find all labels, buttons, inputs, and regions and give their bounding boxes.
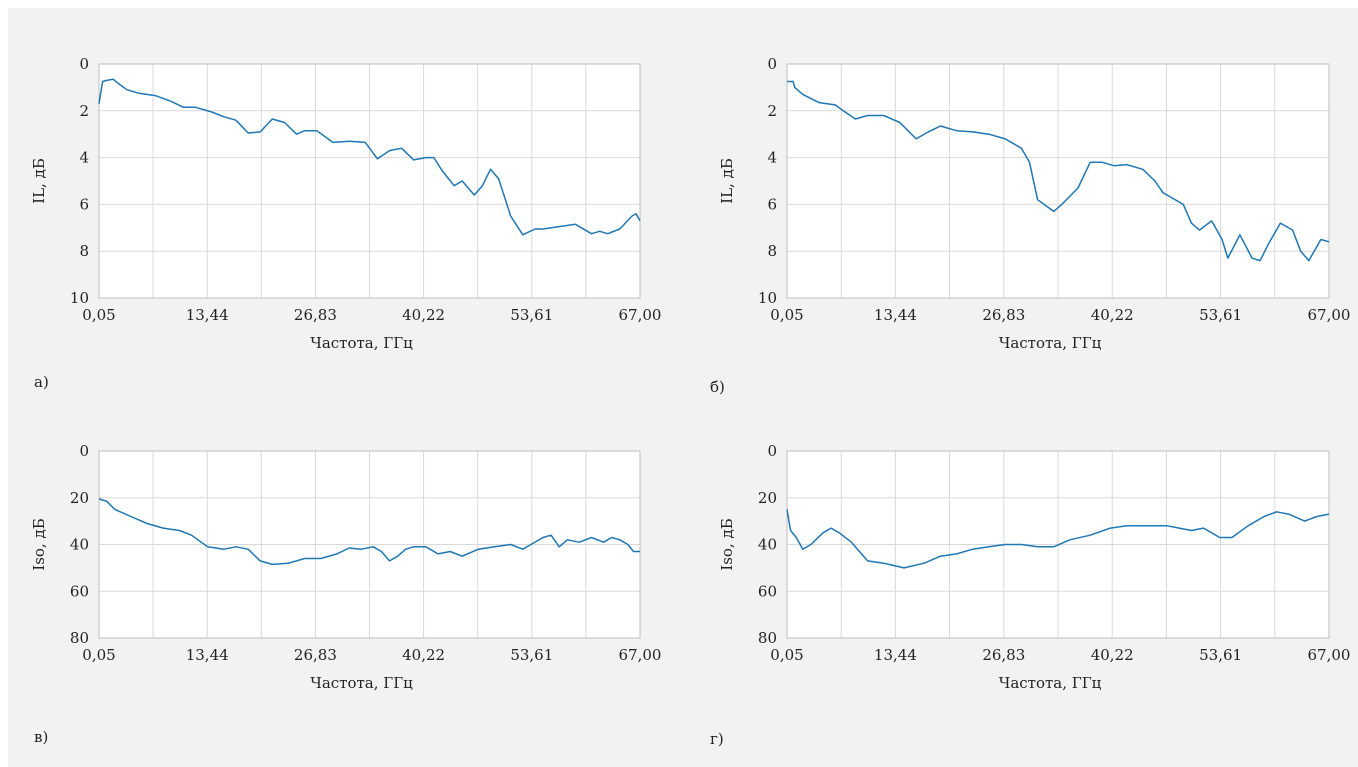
chart-c: 0 20 40 60 800,05 13,44 26,83 40,22 53,61 67,00 Ча… (30, 442, 662, 692)
x-tick-label: 26,83 (294, 306, 337, 324)
y-axis-title: Iso, дБ (718, 518, 736, 570)
plot-border (98, 450, 641, 639)
x-grid (840, 64, 1276, 298)
y-tick-label: 0 (767, 442, 777, 460)
x-tick-label: 53,61 (1199, 646, 1242, 664)
chart-panel-d: 0 20 40 60 80 0,05 13,44 26,83 40,22 53,61 67,00 Ча… (683, 393, 1358, 723)
x-tick-label: 0,05 (82, 306, 115, 324)
chart-panel-c: 0 20 40 60 80 0,05 13,44 26,83 40,22 53,61 67,00 Ча… (8, 393, 683, 723)
x-tick-label: 40,22 (402, 306, 445, 324)
y-tick-label: 2 (79, 102, 89, 120)
plot-border (98, 63, 641, 299)
x-axis-title: Частота, ГГц (999, 674, 1102, 692)
x-grid (152, 64, 587, 298)
y-axis-title: Iso, дБ (30, 518, 48, 570)
y-tick-label: 4 (767, 149, 777, 167)
x-tick-label: 13,44 (186, 646, 229, 664)
y-tick-label: 4 (79, 149, 89, 167)
x-tick-label: 40,22 (1091, 646, 1134, 664)
y-grid (787, 110, 1329, 252)
chart-d: 0 20 40 60 800,05 13,44 26,83 40,22 53,61 67,00 Ча… (718, 442, 1351, 692)
x-tick-label: 0,05 (82, 646, 115, 664)
caption-a: а) (34, 373, 49, 391)
plot-border (786, 450, 1330, 639)
y-tick-label: 80 (758, 629, 777, 647)
x-tick-label: 13,44 (874, 646, 917, 664)
series-line (787, 80, 1330, 262)
x-tick-label: 13,44 (874, 306, 917, 324)
series-line (98, 78, 641, 236)
y-tick-label: 40 (70, 536, 89, 554)
x-tick-label: 67,00 (1308, 306, 1351, 324)
x-tick-label: 40,22 (402, 646, 445, 664)
x-tick-label: 67,00 (619, 306, 662, 324)
chart-b: 0 2 4 6 8 100,05 13,44 26,83 40,22 53,61 67,00 Част… (718, 55, 1351, 352)
x-tick-label: 0,05 (770, 646, 803, 664)
y-tick-label: 20 (758, 489, 777, 507)
y-tick-label: 40 (758, 536, 777, 554)
series-line (98, 498, 640, 566)
caption-d: г) (710, 730, 724, 748)
y-tick-label: 8 (79, 242, 89, 260)
series-line (786, 509, 1330, 569)
y-tick-label: 0 (767, 55, 777, 73)
y-grid (99, 497, 640, 592)
x-axis-title: Частота, ГГц (310, 674, 413, 692)
y-tick-label: 10 (758, 289, 777, 307)
y-tick-label: 20 (70, 489, 89, 507)
x-tick-label: 53,61 (1199, 306, 1242, 324)
chart-a: 0 2 4 6 8 100,05 13,44 26,83 40,22 53,61 67,00 Част… (30, 55, 662, 352)
plot-border (786, 63, 1330, 299)
y-tick-label: 80 (70, 629, 89, 647)
y-grid (99, 110, 640, 252)
x-tick-label: 67,00 (619, 646, 662, 664)
x-tick-label: 67,00 (1308, 646, 1351, 664)
x-axis-title: Частота, ГГц (999, 334, 1102, 352)
x-tick-label: 26,83 (982, 306, 1025, 324)
x-tick-label: 26,83 (294, 646, 337, 664)
x-tick-label: 0,05 (770, 306, 803, 324)
x-tick-label: 13,44 (186, 306, 229, 324)
caption-c: в) (34, 728, 49, 746)
y-tick-label: 60 (758, 582, 777, 600)
caption-b: б) (710, 378, 725, 396)
chart-panel-a: 0 2 4 6 8 10 0,05 13,44 26,83 40,22 53,61 67,00 Част… (8, 8, 683, 388)
x-tick-label: 53,61 (510, 646, 553, 664)
x-axis-title: Частота, ГГц (310, 334, 413, 352)
y-tick-label: 2 (767, 102, 777, 120)
y-tick-label: 6 (79, 195, 89, 213)
y-tick-label: 0 (79, 442, 89, 460)
y-axis-title: IL, дБ (30, 158, 48, 204)
y-tick-label: 8 (767, 242, 777, 260)
y-tick-label: 0 (79, 55, 89, 73)
x-tick-label: 26,83 (982, 646, 1025, 664)
y-tick-label: 60 (70, 582, 89, 600)
chart-panel-b: 0 2 4 6 8 10 0,05 13,44 26,83 40,22 53,61 67,00 Част… (683, 8, 1358, 388)
y-tick-label: 10 (70, 289, 89, 307)
x-tick-label: 40,22 (1091, 306, 1134, 324)
x-tick-label: 53,61 (510, 306, 553, 324)
y-axis-title: IL, дБ (718, 158, 736, 204)
figure-background: 0 2 4 6 8 10 0,05 13,44 26,83 40,22 53,61 67,00 Част… (8, 8, 1358, 767)
y-tick-label: 6 (767, 195, 777, 213)
